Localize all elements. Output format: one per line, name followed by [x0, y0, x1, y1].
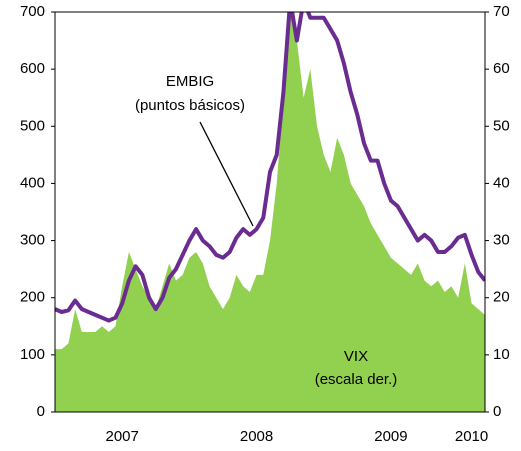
- y-tick-label: 400: [20, 174, 45, 191]
- y-tick-label: 200: [20, 289, 45, 306]
- x-tick-label: 2010: [455, 428, 488, 445]
- x-tick-label: 2007: [106, 428, 139, 445]
- y-tick-label: 0: [37, 403, 45, 420]
- leader-line: [199, 121, 254, 227]
- y2-tick-label: 10: [493, 346, 510, 363]
- y-tick-label: 600: [20, 60, 45, 77]
- y2-tick-label: 70: [493, 3, 510, 20]
- x-tick-label: 2009: [374, 428, 407, 445]
- y-tick-label: 300: [20, 232, 45, 249]
- line: [55, 12, 485, 323]
- x-tick-label: 2008: [240, 428, 273, 445]
- area: [55, 12, 485, 412]
- y2-tick-label: 50: [493, 117, 510, 134]
- plot-frame: [54, 11, 486, 413]
- y2-tick-label: 40: [493, 174, 510, 191]
- y2-tick-label: 60: [493, 60, 510, 77]
- y-tick-label: 500: [20, 117, 45, 134]
- annotation: VIX: [344, 348, 368, 365]
- y2-tick-label: 30: [493, 232, 510, 249]
- y-tick-label: 700: [20, 3, 45, 20]
- y-tick-label: 100: [20, 346, 45, 363]
- plot-area: [55, 12, 485, 412]
- annotation: (escala der.): [315, 371, 398, 388]
- y2-tick-label: 0: [493, 403, 501, 420]
- y2-tick-label: 20: [493, 289, 510, 306]
- annotation: EMBIG: [166, 73, 214, 90]
- annotation: (puntos básicos): [135, 97, 245, 114]
